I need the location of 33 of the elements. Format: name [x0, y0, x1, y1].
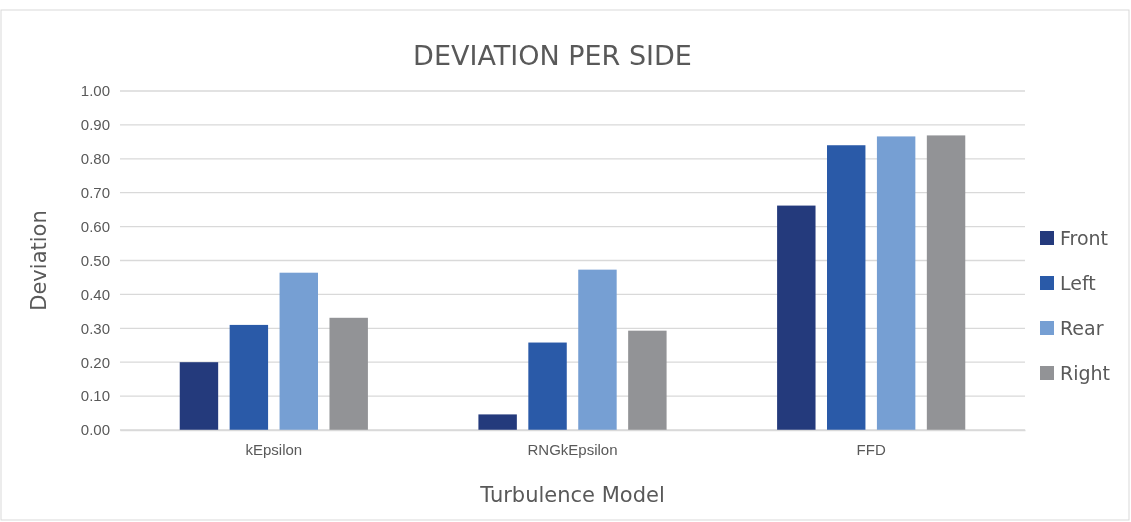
bar: [827, 145, 866, 430]
y-tick-label: 0.80: [80, 150, 110, 168]
y-tick-label: 0.40: [80, 285, 110, 303]
x-axis-title: Turbulence Model: [479, 483, 665, 507]
y-tick-label: 0.50: [80, 251, 110, 269]
bar: [926, 135, 966, 430]
bar: [478, 414, 517, 430]
y-tick-label: 0.00: [80, 421, 110, 439]
bar: [179, 362, 219, 430]
y-tick-label: 0.70: [80, 184, 110, 201]
y-tick-label: 0.20: [80, 353, 110, 371]
chart-title: DEVIATION PER SIDE: [413, 40, 692, 71]
bar: [279, 272, 318, 430]
bar: [876, 136, 916, 430]
y-tick-label: 1.00: [80, 82, 110, 100]
legend-label: Rear: [1060, 317, 1104, 339]
bar: [229, 324, 269, 430]
y-axis-title: Deviation: [27, 210, 51, 311]
legend-label: Left: [1060, 272, 1096, 294]
bar: [628, 330, 667, 430]
y-tick-label: 0.10: [80, 387, 110, 405]
x-tick-label: RNGkEpsilon: [527, 440, 618, 458]
legend-label: Front: [1060, 227, 1109, 249]
bar: [329, 317, 368, 430]
y-tick-label: 0.60: [80, 217, 110, 235]
y-tick-label: 0.90: [80, 116, 110, 134]
bar: [528, 342, 567, 430]
bar: [777, 205, 816, 430]
y-tick-label: 0.30: [80, 319, 110, 337]
bar: [578, 269, 617, 430]
legend-label: Right: [1060, 362, 1111, 384]
x-tick-label: kEpsilon: [245, 440, 303, 458]
x-tick-label: FFD: [856, 440, 886, 458]
